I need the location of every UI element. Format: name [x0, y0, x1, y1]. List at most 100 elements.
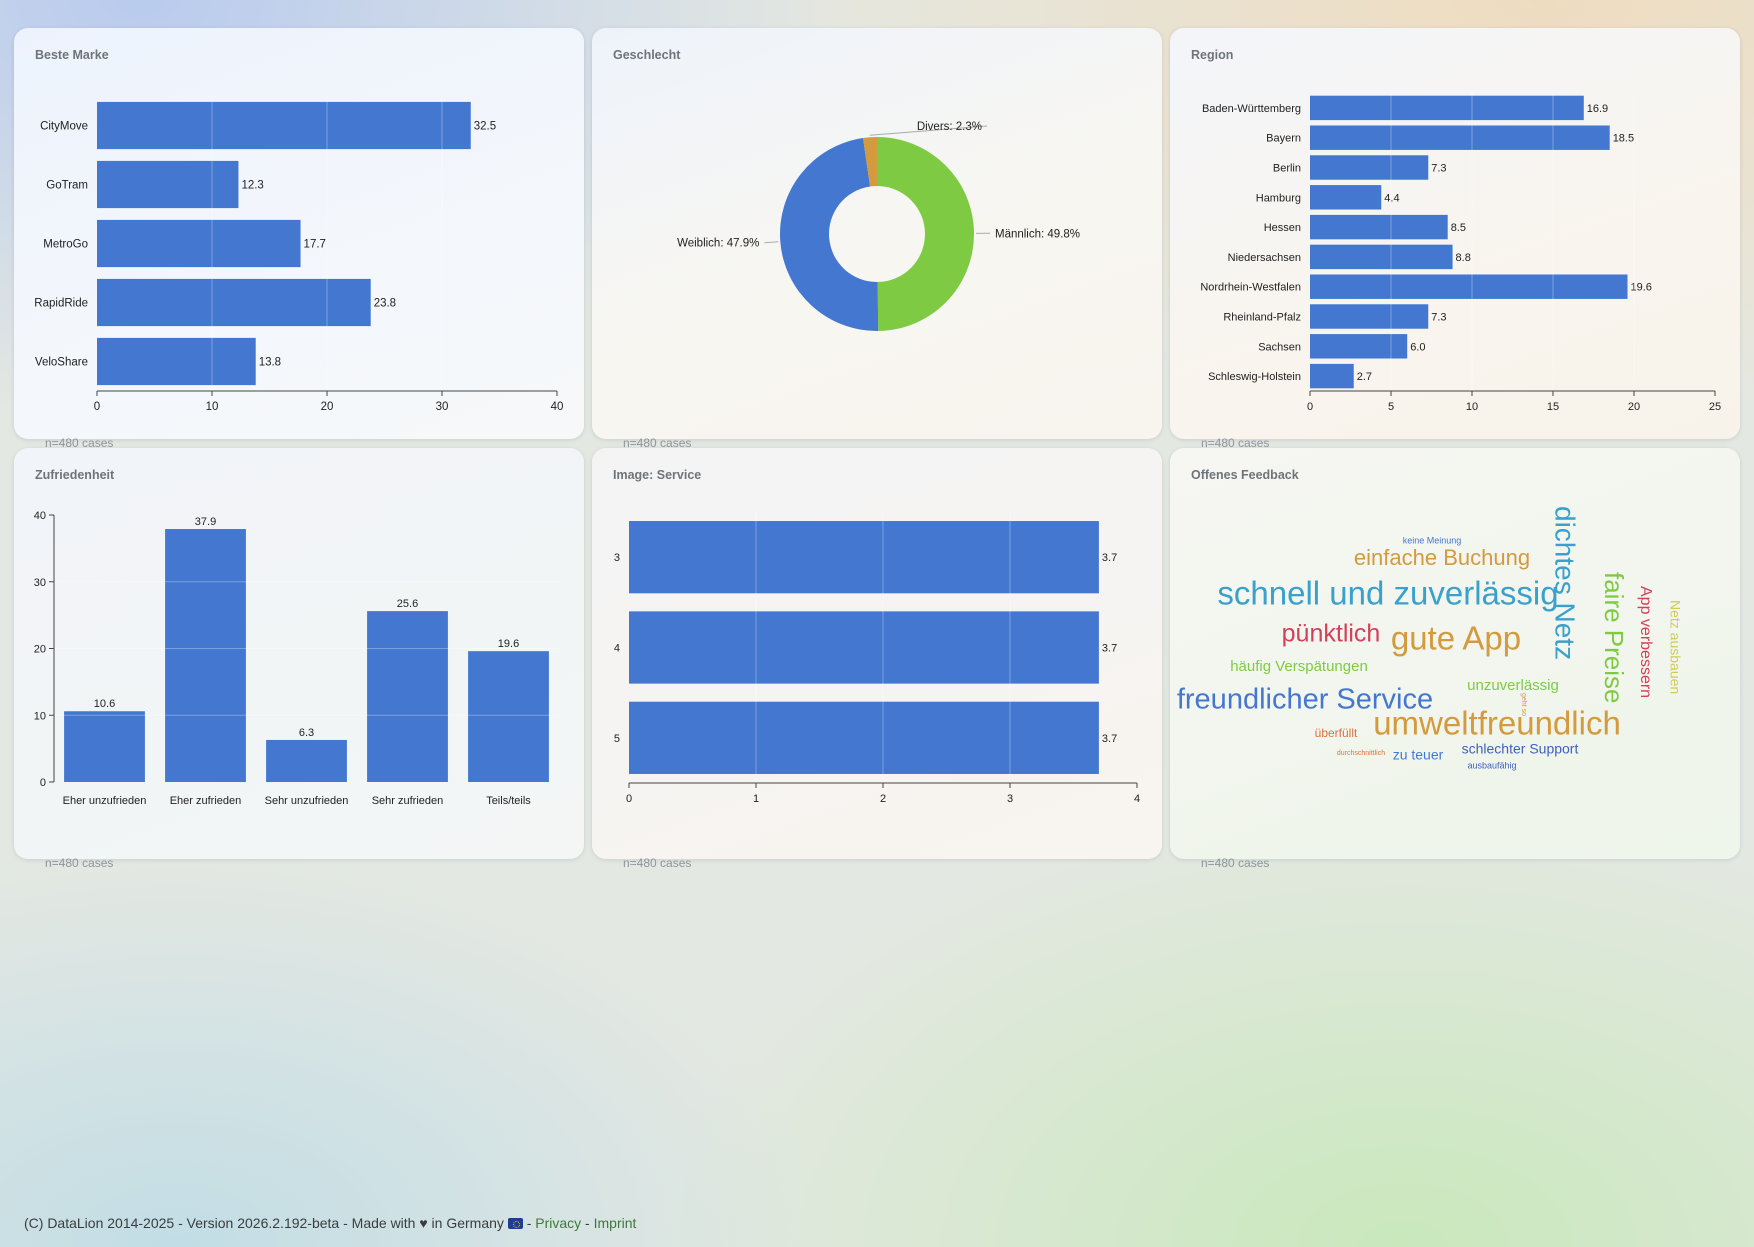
category-label: Eher zufrieden — [170, 795, 242, 807]
x-tick-label: 0 — [626, 793, 632, 805]
cloud-word: gute App — [1391, 620, 1521, 657]
footer: (C) DataLion 2014-2025 - Version 2026.2.… — [24, 1215, 636, 1231]
case-count: n=480 cases — [1201, 436, 1270, 450]
bar — [1310, 155, 1429, 180]
category-label: VeloShare — [35, 357, 88, 369]
value-label: 6.3 — [299, 727, 314, 739]
card-title: Offenes Feedback — [1191, 468, 1299, 482]
footer-text: (C) DataLion 2014-2025 - Version 2026.2.… — [24, 1215, 504, 1231]
x-tick-label: 40 — [551, 401, 564, 413]
bar — [165, 529, 246, 782]
category-label: 3 — [614, 552, 620, 564]
slice-label: Divers: 2.3% — [917, 121, 982, 133]
x-tick-label: 10 — [1466, 401, 1478, 413]
value-label: 12.3 — [241, 180, 263, 192]
value-label: 19.6 — [1631, 282, 1652, 294]
cloud-word: pünktlich — [1282, 620, 1381, 648]
value-label: 7.3 — [1431, 163, 1446, 175]
footer-separator: - — [522, 1215, 536, 1231]
leader-line — [869, 125, 988, 136]
category-label: 4 — [614, 643, 620, 655]
cloud-word: freundlicher Service — [1177, 684, 1433, 716]
value-label: 23.8 — [374, 298, 396, 310]
cloud-word: keine Meinung — [1403, 535, 1462, 545]
category-label: GoTram — [46, 180, 88, 192]
x-tick-label: 0 — [94, 401, 100, 413]
x-tick-label: 4 — [1134, 793, 1140, 805]
bar — [97, 337, 256, 386]
x-tick-label: 10 — [206, 401, 219, 413]
value-label: 13.8 — [259, 357, 281, 369]
category-label: Teils/teils — [486, 795, 531, 807]
category-label: Berlin — [1273, 163, 1301, 175]
card-region: Region Baden-Württemberg 16.9 Bayern 18.5 Be… — [1170, 28, 1740, 439]
card-title: Beste Marke — [35, 48, 109, 62]
value-label: 10.6 — [94, 698, 115, 710]
bar — [1310, 214, 1448, 240]
category-label: Eher unzufrieden — [63, 795, 147, 807]
case-count: n=480 cases — [45, 856, 114, 870]
bar — [1310, 125, 1610, 150]
category-label: Bayern — [1266, 133, 1301, 145]
category-label: RapidRide — [34, 298, 88, 310]
x-tick-label: 0 — [1307, 401, 1313, 413]
cloud-word: faire Preise — [1599, 572, 1629, 704]
cloud-word: schlechter Support — [1462, 741, 1579, 757]
bar — [629, 521, 1099, 594]
card-brand: Beste Marke CityMove 32.5 GoTram 12.3 MetroG… — [14, 28, 584, 439]
bar — [1310, 185, 1382, 210]
value-label: 6.0 — [1410, 341, 1425, 353]
category-label: Sachsen — [1258, 341, 1301, 353]
category-label: CityMove — [40, 121, 88, 133]
bar — [97, 101, 471, 150]
value-label: 16.9 — [1587, 103, 1608, 115]
value-label: 2.7 — [1357, 371, 1372, 383]
y-tick-label: 40 — [34, 510, 46, 522]
card-image-service: Image: Service 3 3.7 4 3.7 5 3.7 0 1 2 3 4 — [592, 448, 1162, 859]
category-label: 5 — [614, 733, 620, 745]
chart-gender: Männlich: 49.8% Weiblich: 47.9% Divers: 2.… — [677, 121, 1080, 331]
category-label: Niedersachsen — [1228, 252, 1301, 264]
cloud-word: dichtes Netz — [1550, 506, 1581, 660]
category-label: Baden-Württemberg — [1202, 103, 1301, 115]
value-label: 37.9 — [195, 516, 216, 528]
cloud-word: unzuverlässig — [1467, 677, 1559, 694]
category-label: Hessen — [1264, 222, 1301, 234]
cloud-word: überfüllt — [1315, 726, 1358, 740]
value-label: 3.7 — [1102, 733, 1117, 745]
bar — [629, 701, 1099, 774]
category-label: MetroGo — [43, 239, 88, 251]
value-label: 8.5 — [1451, 222, 1466, 234]
bar — [1310, 304, 1429, 329]
x-tick-label: 5 — [1388, 401, 1394, 413]
x-tick-label: 15 — [1547, 401, 1559, 413]
y-tick-label: 0 — [40, 777, 46, 789]
pie-slice — [780, 138, 879, 331]
cloud-word: schnell und zuverlässig — [1217, 575, 1558, 612]
slice-label: Weiblich: 47.9% — [677, 238, 759, 250]
value-label: 3.7 — [1102, 552, 1117, 564]
value-label: 17.7 — [304, 239, 326, 251]
value-label: 4.4 — [1384, 192, 1399, 204]
imprint-link[interactable]: Imprint — [593, 1215, 637, 1231]
leader-line — [764, 241, 779, 244]
case-count: n=480 cases — [623, 856, 692, 870]
x-tick-label: 30 — [436, 401, 449, 413]
value-label: 7.3 — [1431, 312, 1446, 324]
bar — [1310, 95, 1584, 121]
value-label: 19.6 — [498, 638, 519, 650]
cloud-word: ausbaufähig — [1467, 760, 1516, 770]
slice-label: Männlich: 49.8% — [995, 228, 1080, 240]
card-title: Region — [1191, 48, 1234, 62]
bar — [1310, 334, 1408, 359]
category-label: Sehr zufrieden — [372, 795, 444, 807]
privacy-link[interactable]: Privacy — [535, 1215, 582, 1231]
category-label: Rheinland-Pfalz — [1223, 312, 1301, 324]
value-label: 8.8 — [1456, 252, 1471, 264]
bar — [1310, 363, 1354, 389]
bar — [97, 278, 371, 327]
x-tick-label: 20 — [1628, 401, 1640, 413]
value-label: 18.5 — [1613, 133, 1634, 145]
bar — [629, 611, 1099, 684]
bar — [97, 219, 301, 268]
